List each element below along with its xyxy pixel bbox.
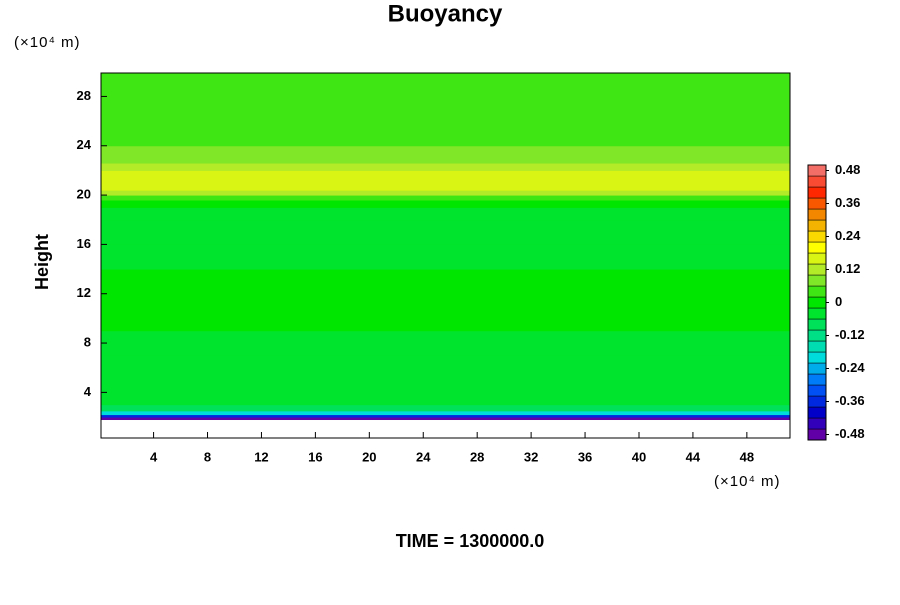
colorbar-tick-label: -0.12 [835, 327, 865, 342]
x-tick-label: 32 [524, 449, 538, 464]
field-band [101, 182, 790, 191]
colorbar-band [807, 285, 827, 298]
colorbar-band [807, 318, 827, 331]
x-tick-label: 24 [416, 449, 431, 464]
field-band [101, 175, 790, 184]
colorbar-band [807, 263, 827, 276]
field-band [101, 219, 790, 245]
field-band [101, 207, 790, 221]
colorbar-band [807, 417, 827, 430]
colorbar-band [807, 406, 827, 419]
colorbar-band [807, 208, 827, 221]
colorbar-band [807, 274, 827, 287]
colorbar-tick-label: 0.24 [835, 228, 861, 243]
colorbar-band [807, 329, 827, 342]
x-tick-label: 28 [470, 449, 484, 464]
field-band [101, 404, 790, 412]
colorbar-band [807, 296, 827, 309]
footer: TIME = 1300000.0 [396, 531, 545, 551]
field-band [101, 96, 790, 122]
colorbar-tick-label: -0.48 [835, 426, 865, 441]
field-band [101, 410, 790, 416]
plot-frame [100, 72, 791, 439]
colorbar-band [807, 241, 827, 254]
colorbar-tick-label: 0.48 [835, 162, 860, 177]
colorbar-band [807, 428, 827, 441]
x-tick-label: 16 [308, 449, 322, 464]
colorbar-band [807, 395, 827, 408]
x-tick-label: 48 [740, 449, 754, 464]
colorbar-band [807, 373, 827, 386]
field-band [101, 200, 790, 208]
x-tick-label: 36 [578, 449, 592, 464]
x-tick-label: 4 [150, 449, 158, 464]
colorbar-band [807, 197, 827, 210]
field-band [101, 163, 790, 171]
colorbar-tick-label: 0 [835, 294, 842, 309]
colorbar-band [807, 175, 827, 188]
x-unit: (×10⁴ m) [714, 473, 781, 490]
colorbar-band [807, 362, 827, 375]
x-tick-label: 44 [686, 449, 701, 464]
colorbar-tick-label: -0.36 [835, 393, 865, 408]
colorbar-band [807, 230, 827, 243]
y-tick-label: 4 [84, 384, 92, 399]
field-band [101, 121, 790, 147]
field-band [101, 73, 790, 85]
field-band [101, 195, 790, 201]
colorbar-band [807, 384, 827, 397]
colorbar-band [807, 219, 827, 232]
field-band [101, 293, 790, 319]
field-band [101, 380, 790, 406]
x-tick-label: 40 [632, 449, 646, 464]
field-band [101, 170, 790, 176]
x-tick-label: 8 [204, 449, 211, 464]
field-band [101, 318, 790, 332]
y-unit: (×10⁴ m) [14, 34, 81, 51]
field-band [101, 145, 790, 157]
field-band [101, 269, 790, 295]
field-band [101, 330, 790, 356]
y-tick-label: 20 [77, 187, 91, 202]
y-tick-label: 16 [77, 236, 91, 251]
colorbar-band [807, 164, 827, 177]
colorbar-band [807, 351, 827, 364]
x-tick-label: 12 [254, 449, 268, 464]
colorbar-band [807, 307, 827, 320]
field-band [101, 84, 790, 97]
colorbar-tick-label: 0.12 [835, 261, 860, 276]
y-axis-label: Height [32, 234, 52, 290]
colorbar-band [807, 252, 827, 265]
y-tick-label: 28 [77, 88, 91, 103]
field [101, 73, 790, 421]
y-tick-label: 12 [77, 285, 91, 300]
field-band [101, 414, 790, 418]
x-tick-label: 20 [362, 449, 376, 464]
colorbar-tick-label: -0.24 [835, 360, 865, 375]
field-band [101, 244, 790, 270]
colorbar-tick-label: 0.36 [835, 195, 860, 210]
field-band [101, 155, 790, 164]
colorbar-band [807, 340, 827, 353]
chart-title: Buoyancy [388, 0, 503, 27]
field-band [101, 355, 790, 381]
field-band [101, 417, 790, 421]
field-band [101, 190, 790, 196]
colorbar-band [807, 186, 827, 199]
y-tick-label: 8 [84, 334, 91, 349]
y-tick-label: 24 [77, 137, 92, 152]
